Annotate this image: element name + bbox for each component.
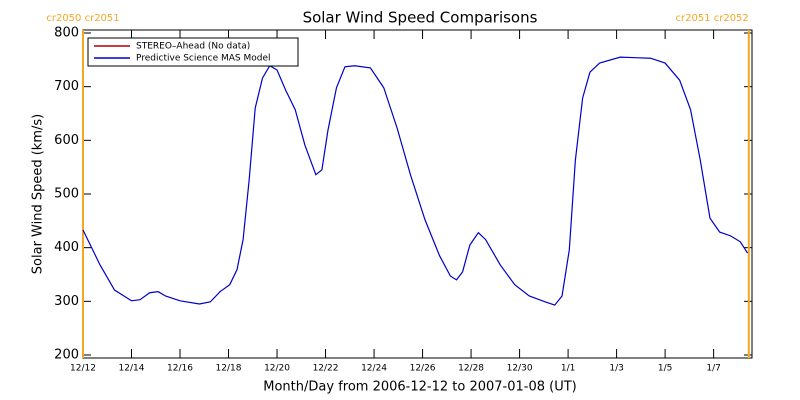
x-tick-label: 12/26	[410, 364, 436, 374]
x-tick-label: 12/12	[70, 364, 96, 374]
y-tick-label: 800	[54, 26, 79, 41]
x-tick-label: 12/18	[216, 364, 242, 374]
y-tick-label: 200	[54, 348, 79, 363]
x-tick-label: 12/16	[167, 364, 193, 374]
legend-label: STEREO–Ahead (No data)	[136, 42, 250, 52]
x-axis-label: Month/Day from 2006-12-12 to 2007-01-08 …	[263, 380, 576, 395]
y-tick-label: 600	[54, 133, 79, 148]
x-tick-label: 12/28	[458, 364, 484, 374]
x-tick-label: 1/3	[609, 364, 623, 374]
y-tick-label: 700	[54, 79, 79, 94]
chart-title: Solar Wind Speed Comparisons	[303, 9, 538, 27]
x-tick-label: 1/7	[706, 364, 720, 374]
x-tick-label: 1/5	[658, 364, 672, 374]
x-tick-label: 12/14	[119, 364, 145, 374]
series-line	[82, 56, 749, 306]
x-tick-label: 12/24	[361, 364, 387, 374]
x-tick-label: 12/22	[313, 364, 339, 374]
legend-box	[87, 37, 299, 67]
carrington-label: cr2051 cr2052	[675, 13, 748, 24]
y-axis-label: Solar Wind Speed (km/s)	[31, 114, 46, 274]
x-tick-label: 1/1	[561, 364, 575, 374]
legend-label: Predictive Science MAS Model	[136, 54, 271, 64]
x-tick-label: 12/30	[507, 364, 533, 374]
y-tick-label: 500	[54, 187, 79, 202]
y-tick-label: 300	[54, 294, 79, 309]
y-tick-label: 400	[54, 240, 79, 255]
x-tick-label: 12/20	[264, 364, 290, 374]
carrington-label: cr2050 cr2051	[46, 13, 119, 24]
